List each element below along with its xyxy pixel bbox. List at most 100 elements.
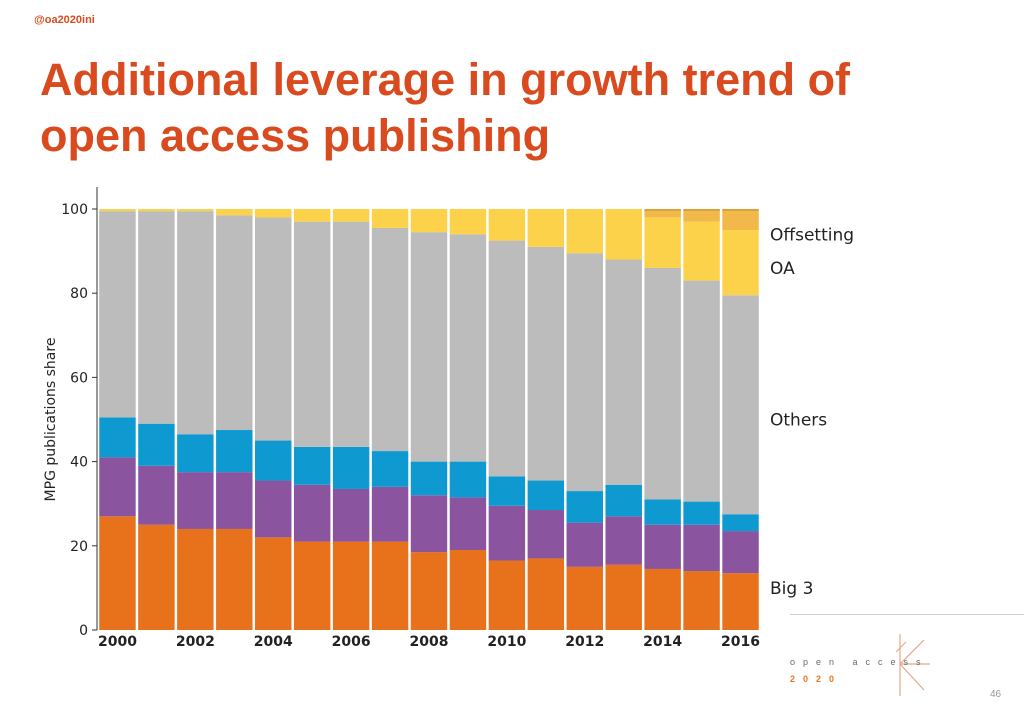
bar-2015-oa [683,221,720,281]
bar-2003-oa [216,209,253,216]
slide-title: Additional leverage in growth trend of o… [40,54,851,161]
bar-2007-series-2 [371,486,409,542]
bar-2014-others [644,267,681,500]
bar-2002-series-3 [177,434,214,473]
bar-2009-others [449,234,487,462]
x-tick-label-2014: 2014 [643,634,682,650]
bar-2005-series-2 [293,484,331,542]
bar-2014-offsetting-edge [644,209,681,211]
bar-2011-series-2 [527,510,565,559]
bar-2000-series-3 [99,417,136,458]
legend-group: Offsetting OA Others Big 3 [770,225,854,599]
bar-2005-series-3 [293,446,331,485]
bar-2013-big-3 [605,564,642,630]
bar-2008-big-3 [410,552,448,630]
bar-2013-series-2 [605,516,642,565]
bar-2008-series-3 [410,461,448,496]
bar-2003-series-2 [216,472,253,529]
bar-2003-others [216,215,253,431]
legend-label-big-3: Big 3 [770,579,813,599]
bar-2012-big-3 [566,566,603,630]
bar-2001-big-3 [138,524,175,630]
bar-2001-oa [138,209,175,212]
logo-text-open-access: open access [790,657,929,667]
bar-2010-series-2 [488,505,526,561]
bar-2005-oa [293,209,331,222]
bar-2012-series-3 [566,491,603,523]
bar-2010-big-3 [488,560,526,630]
legend-label-others: Others [770,411,827,431]
y-tick-label-40: 40 [70,455,88,471]
bar-2011-others [527,246,565,481]
x-tick-label-2012: 2012 [565,634,604,650]
y-tick-label-80: 80 [70,286,88,302]
legend-label-oa: OA [770,259,795,279]
bar-2011-oa [527,209,565,247]
bar-2006-oa [332,209,370,222]
bar-2016-offsetting [722,209,759,231]
x-tick-label-2002: 2002 [176,634,215,650]
y-tick-label-100: 100 [61,202,88,218]
bar-2009-series-3 [449,461,487,498]
legend-label-offsetting: Offsetting [770,225,854,245]
bar-2004-series-2 [255,480,292,538]
bar-2008-series-2 [410,495,448,553]
x-tick-label-2004: 2004 [254,634,293,650]
bar-2014-big-3 [644,568,681,630]
bar-2004-big-3 [255,537,292,630]
bar-2005-big-3 [293,541,331,630]
bar-2015-series-3 [683,501,720,525]
bar-2016-big-3 [722,573,759,630]
bar-2014-oa [644,217,681,268]
bar-2015-big-3 [683,571,720,630]
bar-2009-series-2 [449,497,487,551]
bar-2007-oa [371,209,409,228]
bar-2006-big-3 [332,541,370,630]
y-tick-label-60: 60 [70,370,88,386]
bar-2012-series-2 [566,522,603,567]
bar-2002-big-3 [177,528,214,630]
bar-2006-others [332,221,370,447]
bar-2009-big-3 [449,550,487,630]
bar-2001-others [138,211,175,424]
footer-divider [790,614,1024,615]
x-tick-label-2000: 2000 [98,634,137,650]
bar-2013-others [605,259,642,485]
bar-2002-oa [177,209,214,212]
y-tick-label-0: 0 [79,623,88,639]
bar-2008-others [410,232,448,462]
bar-2000-oa [99,209,136,212]
bar-2014-series-2 [644,524,681,569]
bar-2010-others [488,240,526,477]
bar-2016-series-3 [722,514,759,532]
bar-2012-oa [566,209,603,254]
bars-group [99,209,759,630]
open-access-2020-logo: open access 2020 [788,632,948,698]
bar-2001-series-3 [138,423,175,466]
bar-2010-series-3 [488,476,526,506]
bar-2000-series-2 [99,457,136,517]
bar-2016-oa [722,230,759,296]
bar-2016-series-2 [722,531,759,574]
bar-2006-series-3 [332,446,370,489]
bar-2007-big-3 [371,541,409,630]
bar-2009-oa [449,209,487,235]
x-tick-label-2010: 2010 [487,634,526,650]
bar-2001-series-2 [138,465,175,525]
bar-2000-others [99,211,136,418]
bar-2016-others [722,295,759,515]
bar-2008-oa [410,209,448,233]
axes-group: 0 20 40 60 80 100 2000 2002 2004 2006 2008 2010 2012… [43,187,760,650]
bar-2015-others [683,280,720,502]
bar-2015-offsetting-edge [683,209,720,211]
bar-2011-big-3 [527,558,565,630]
bar-2007-series-3 [371,451,409,487]
bar-2013-series-3 [605,484,642,517]
y-axis-label: MPG publications share [43,338,59,502]
stacked-bar-chart: 0 20 40 60 80 100 2000 2002 2004 2006 2008 2010 2012… [43,187,854,650]
logo-text-2020: 2020 [790,674,843,684]
y-tick-label-20: 20 [70,539,88,555]
bar-2011-series-3 [527,480,565,511]
bar-2014-offsetting [644,209,681,218]
bar-2015-offsetting [683,209,720,222]
